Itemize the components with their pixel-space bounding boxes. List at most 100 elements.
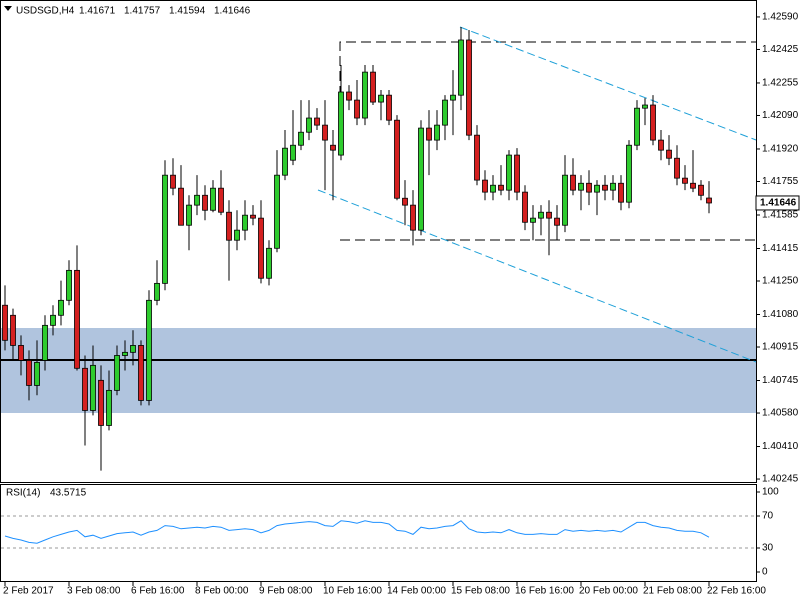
y-tick-label: 0 [762,567,768,578]
candle-body [394,119,400,199]
candle-body [250,214,256,219]
price-frame [0,0,757,483]
candle-body [466,39,472,136]
candle-body [2,304,8,341]
y-tick-label: 1.40245 [762,474,799,485]
candle-body [290,144,296,161]
x-tick-label: 3 Feb 08:00 [67,586,121,597]
candle-body [82,367,88,411]
candle-body [106,389,112,426]
candle-body [314,117,320,126]
candle-body [218,187,224,213]
candle-body [474,134,480,181]
candle-body [354,99,360,119]
price-layer [2,26,712,471]
y-tick-label: 1.41080 [762,309,799,320]
candle-body [402,197,408,206]
candle-body [618,182,624,203]
candle-body [586,182,592,193]
x-tick-label: 16 Feb 16:00 [515,586,574,597]
candle-body [226,211,232,241]
candle-body [346,91,352,101]
candle-body [682,177,688,184]
candle-body [594,184,600,193]
candle-body [706,197,712,204]
candle-body [122,351,128,356]
y-tick-label: 1.41585 [762,210,799,221]
candle-body [306,117,312,133]
candle-body [282,147,288,176]
candle-body [130,345,136,353]
candle-body [18,345,24,361]
candle-body [642,104,648,109]
candle-body [74,269,80,369]
x-tick-label: 9 Feb 08:00 [259,586,313,597]
candle-body [202,194,208,211]
header-close: 1.41646 [214,6,251,17]
candle-body [322,124,328,141]
candle-body [698,184,704,196]
y-tick-label: 1.40410 [762,441,799,452]
candle-body [634,107,640,146]
candle-body [338,91,344,156]
candle-body [170,174,176,189]
x-tick-label: 8 Feb 00:00 [195,586,249,597]
y-tick-label: 1.41250 [762,276,799,287]
candle-body [378,94,384,103]
header-open: 1.41671 [79,6,116,17]
candle-body [58,299,64,316]
candle-body [522,191,528,223]
candle-body [442,99,448,126]
candle-body [626,144,632,203]
y-tick-label: 1.41755 [762,176,799,187]
candle-body [658,139,664,151]
x-tick-label: 6 Feb 16:00 [131,586,185,597]
candle-body [554,217,560,226]
x-tick-label: 14 Feb 00:00 [387,586,446,597]
candle-body [482,179,488,193]
price-tag [755,195,800,211]
candle-body [538,211,544,219]
candle-body [426,127,432,141]
candle-body [674,157,680,179]
x-tick-label: 10 Feb 16:00 [323,586,382,597]
candle-body [610,182,616,191]
menu-arrow [4,6,12,11]
candle-body [602,184,608,191]
y-tick-label: 30 [762,543,774,554]
candle-body [362,71,368,119]
y-tick-label: 1.42590 [762,12,799,23]
rsi-line [4,520,710,544]
candle-body [210,187,216,211]
candle-body [370,71,376,103]
candle-body [506,154,512,191]
support-zone [1,328,756,413]
candle-body [530,217,536,223]
candle-body [154,282,160,301]
y-tick-label: 1.42425 [762,44,799,55]
candle-body [330,144,336,151]
candle-body [562,174,568,226]
candle-body [10,314,16,346]
candle-body [138,345,144,401]
candle-body [146,299,152,401]
candle-body [258,217,264,279]
candle-body [650,104,656,141]
candle-body [274,174,280,249]
header-low: 1.41594 [169,6,206,17]
candle-body [434,124,440,141]
y-tick-label: 1.40580 [762,408,799,419]
candle-body [498,184,504,191]
y-tick-label: 1.41415 [762,243,799,254]
candle-body [234,229,240,241]
candle-body [514,154,520,193]
y-tick-label: 100 [762,487,779,498]
candle-body [450,94,456,101]
candle-body [298,131,304,146]
rsi-title: RSI(14) [6,488,40,499]
candle-body [490,184,496,193]
price-tag-label: 1.41646 [760,198,797,209]
candle-body [690,182,696,189]
